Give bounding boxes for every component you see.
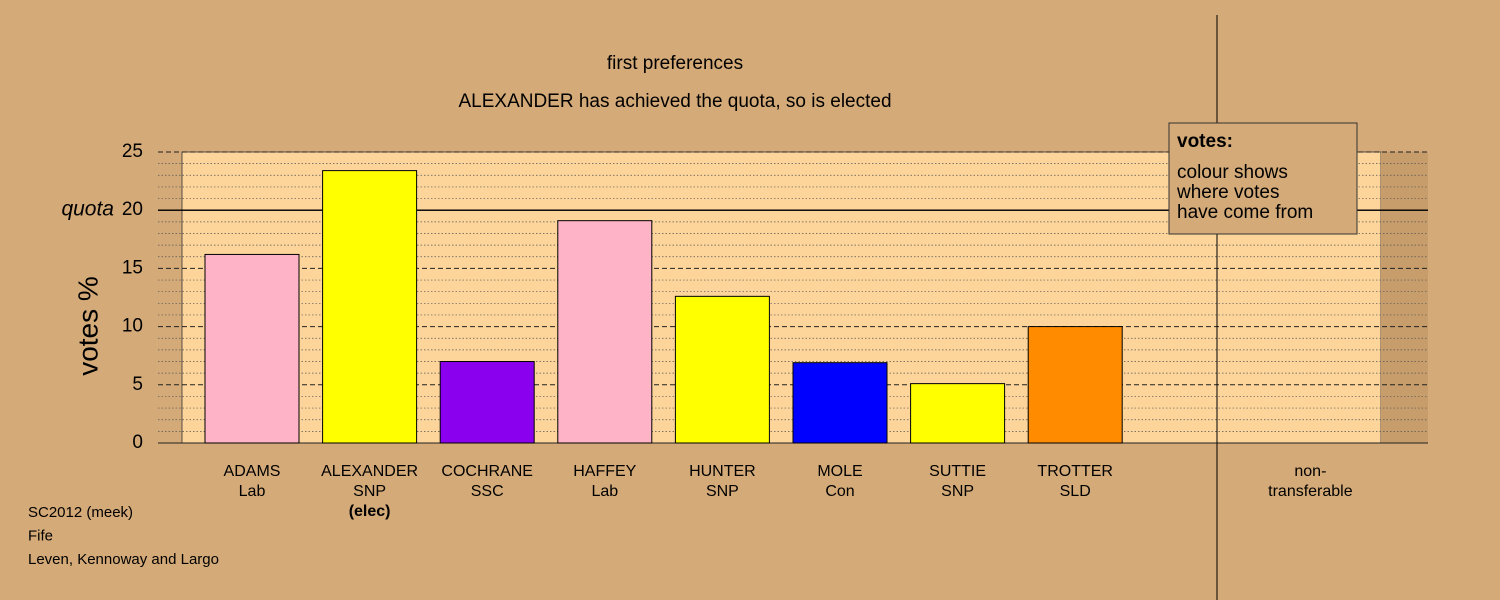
legend-text: colour shows [1177, 162, 1288, 183]
bar [557, 220, 653, 444]
x-tick-label: SLD [1060, 483, 1091, 500]
chart-title: first preferences [607, 53, 743, 74]
y-tick-label: 25 [122, 141, 143, 162]
bar [910, 383, 1006, 444]
x-tick-label: ADAMS [224, 463, 281, 480]
x-tick-label: HUNTER [689, 463, 756, 480]
x-tick-label: Con [825, 483, 854, 500]
legend-box [1168, 122, 1358, 235]
x-tick-label: Lab [239, 483, 266, 500]
x-tick-label: Lab [591, 483, 618, 500]
x-tick-label: MOLE [817, 463, 862, 480]
y-tick-label: 20 [122, 199, 143, 220]
y-tick-label: 10 [122, 316, 143, 337]
legend-text: have come from [1177, 202, 1313, 223]
nontransferable-panel [1381, 152, 1428, 443]
x-tick-label: transferable [1268, 483, 1353, 500]
bar [674, 295, 770, 444]
footer-text: Leven, Kennoway and Largo [28, 551, 219, 568]
x-tick-label: ALEXANDER [321, 463, 418, 480]
x-tick-label: HAFFEY [573, 463, 636, 480]
y-axis-label: votes % [72, 276, 103, 376]
legend-title: votes: [1177, 131, 1233, 152]
x-tick-label: TROTTER [1037, 463, 1113, 480]
quota-label: quota [61, 198, 114, 221]
x-tick-label: COCHRANE [441, 463, 533, 480]
legend-text: where votes [1176, 182, 1279, 203]
x-tick-label: (elec) [349, 503, 391, 520]
x-tick-label: SUTTIE [929, 463, 986, 480]
bar [439, 361, 535, 444]
y-tick-label: 15 [122, 257, 143, 278]
x-tick-label: SNP [706, 483, 739, 500]
footer-text: Fife [28, 527, 53, 544]
bar [792, 362, 888, 444]
y-tick-label: 5 [132, 374, 143, 395]
x-tick-label: SNP [941, 483, 974, 500]
y-tick-label: 0 [132, 432, 143, 453]
x-tick-label: non- [1294, 463, 1326, 480]
bar [1027, 326, 1123, 444]
footer-text: SC2012 (meek) [28, 504, 133, 521]
bar [204, 253, 300, 444]
x-tick-label: SNP [353, 483, 386, 500]
x-tick-label: SSC [471, 483, 504, 500]
chart-subtitle: ALEXANDER has achieved the quota, so is … [458, 91, 891, 112]
bar [322, 170, 418, 444]
